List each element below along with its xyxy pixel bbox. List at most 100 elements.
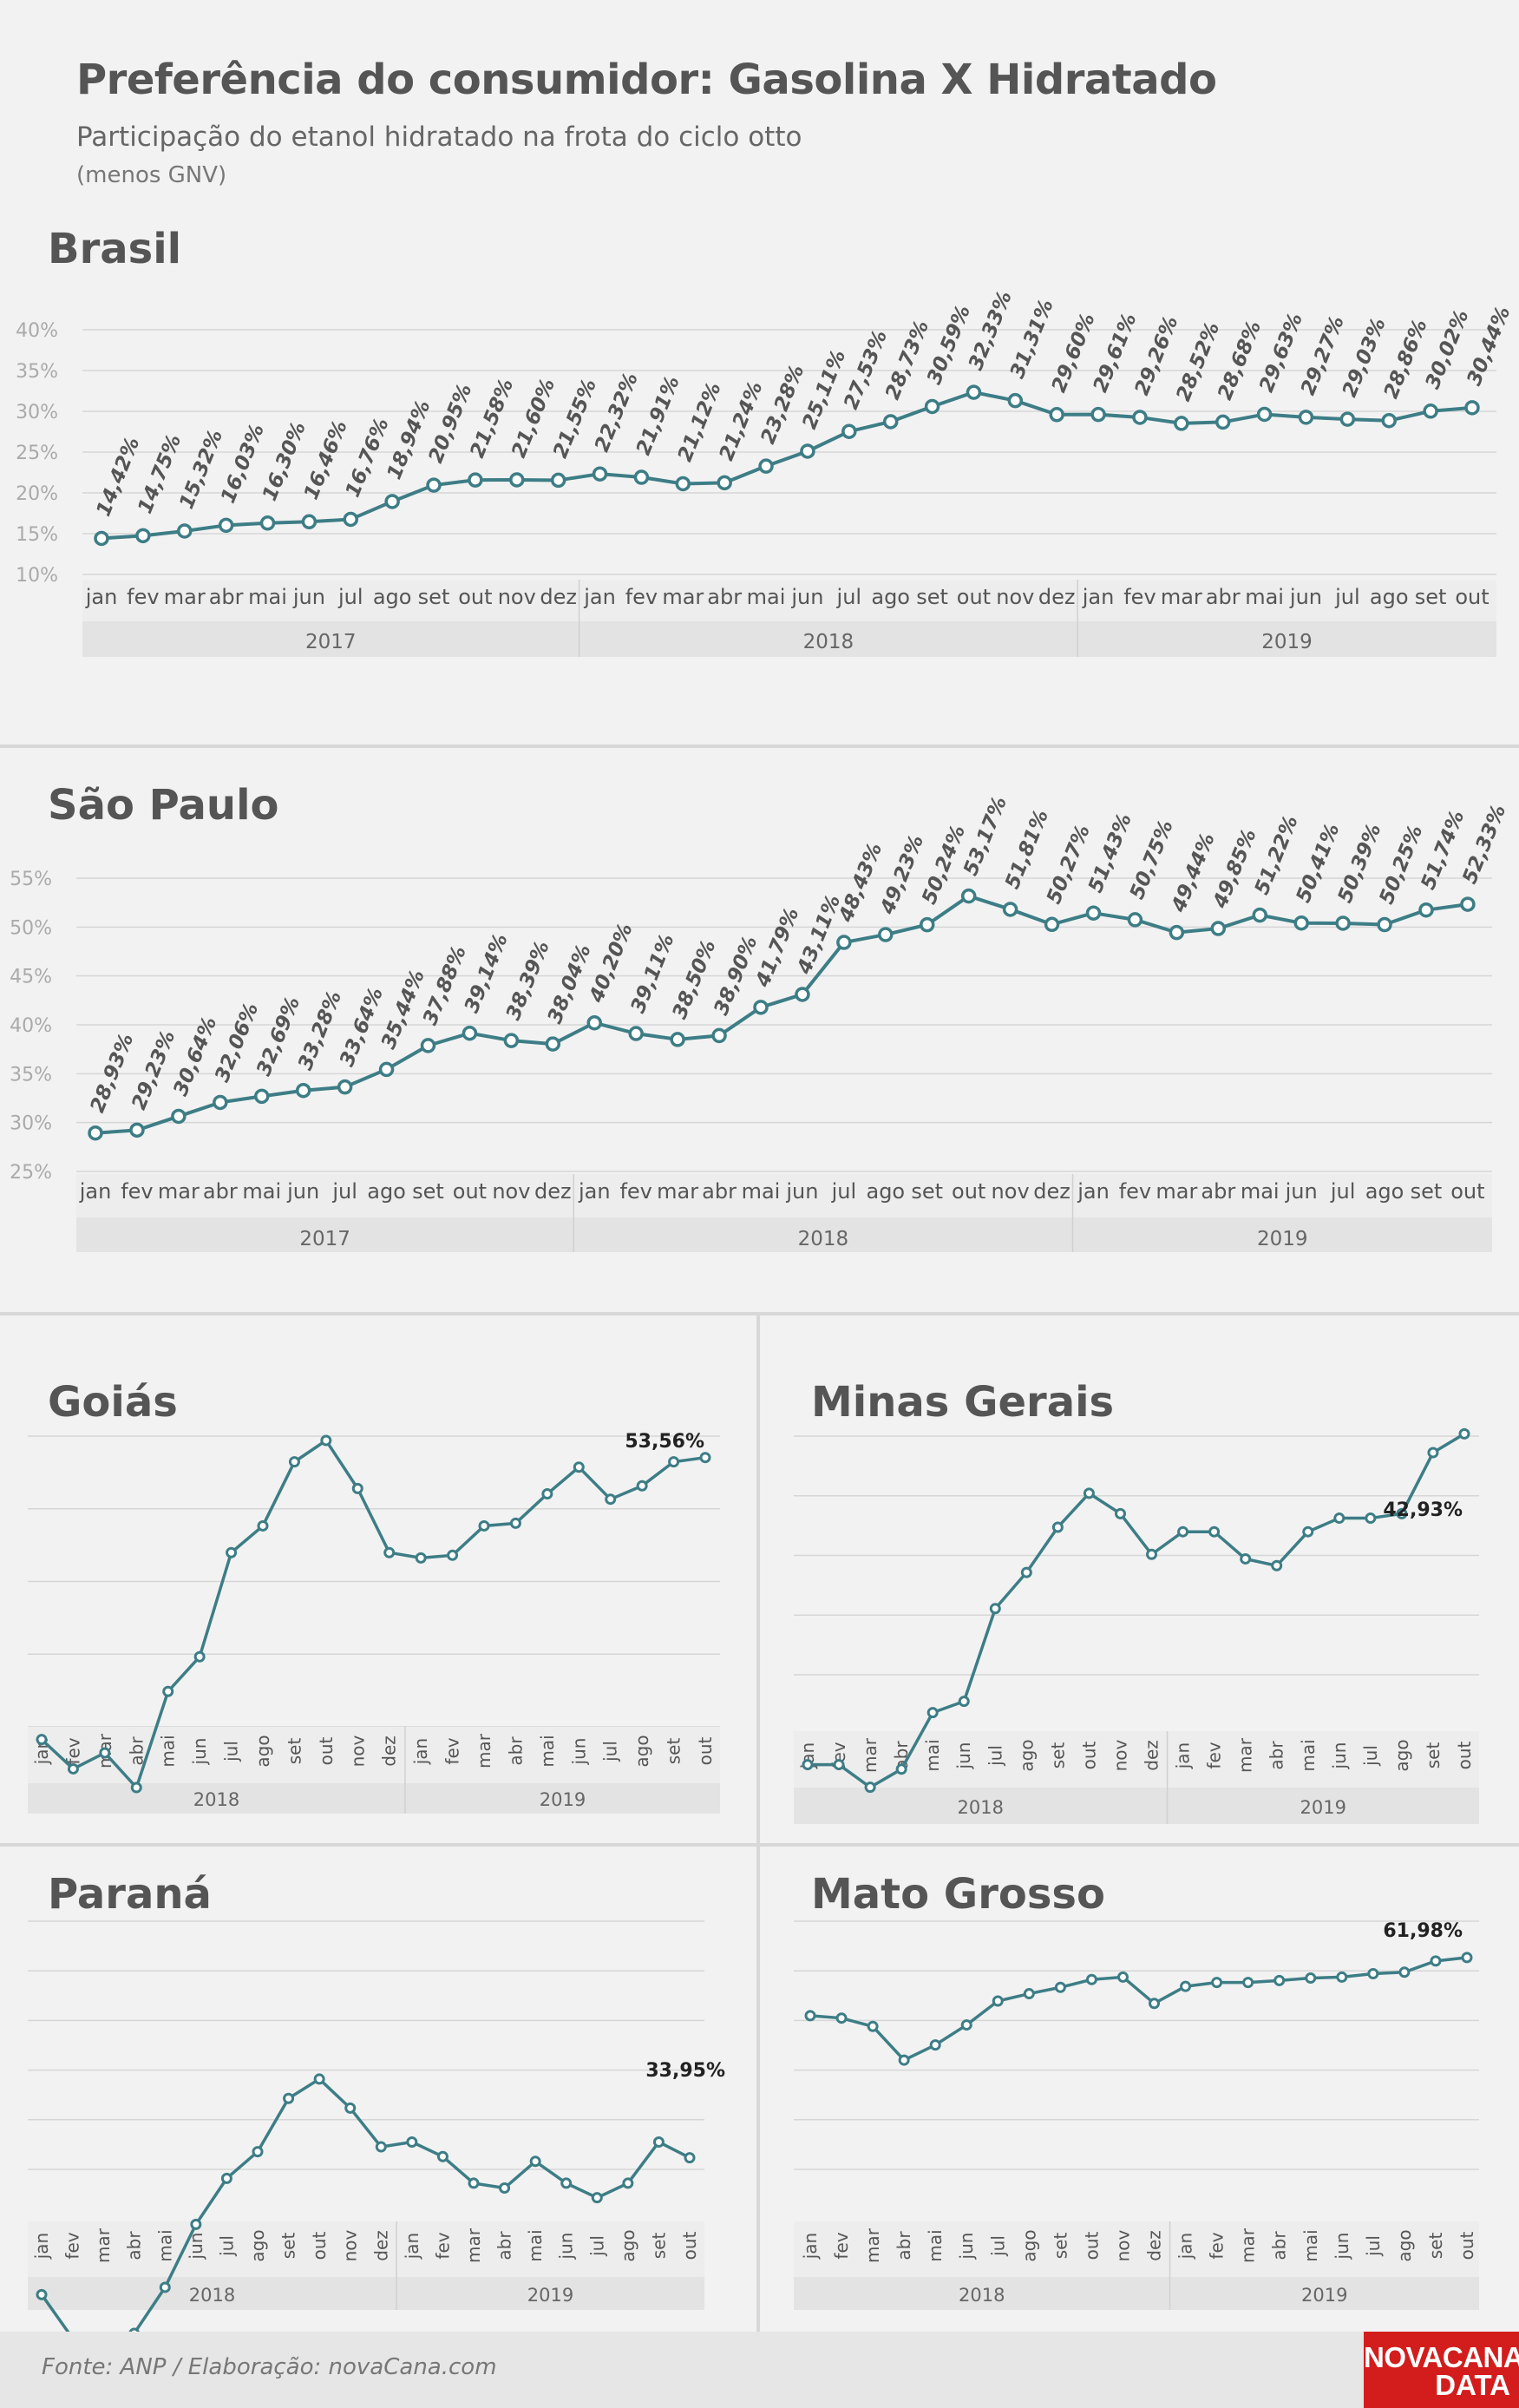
month-label: abr <box>702 1179 737 1204</box>
year-label: 2019 <box>540 1789 586 1810</box>
month-label: mar <box>1156 1179 1197 1204</box>
data-point <box>226 1546 238 1558</box>
month-label: ago <box>367 1179 406 1204</box>
data-point <box>1127 912 1143 928</box>
divider-states-col <box>756 1312 760 2332</box>
data-point <box>177 523 193 539</box>
month-label: jan <box>1175 2233 1196 2260</box>
month-label: jan <box>410 1738 431 1766</box>
last-value-label: 53,56% <box>625 1431 704 1453</box>
month-label: ago <box>1018 2229 1039 2261</box>
data-point <box>989 1603 1001 1615</box>
data-point <box>351 1482 363 1494</box>
data-point <box>1273 1974 1286 1986</box>
data-point <box>1208 1526 1221 1538</box>
month-label: ago <box>1391 1739 1412 1771</box>
year-axis-band <box>794 1788 1479 1824</box>
data-point <box>1085 905 1102 921</box>
data-point <box>436 2150 448 2162</box>
month-label: mar <box>1238 2228 1259 2263</box>
data-label: 51,22% <box>1251 812 1303 898</box>
data-point <box>1302 1526 1314 1538</box>
month-label: mar <box>474 1733 494 1768</box>
data-point <box>684 2152 696 2164</box>
data-label: 35,44% <box>377 967 429 1053</box>
data-point <box>88 1125 103 1141</box>
data-point <box>159 2281 171 2293</box>
data-point <box>406 2136 418 2148</box>
data-point <box>259 515 276 531</box>
month-label: ago <box>871 585 910 609</box>
y-tick-label: 50% <box>10 917 52 939</box>
data-point <box>257 1519 269 1532</box>
year-label: 2019 <box>527 2285 573 2306</box>
month-label: out <box>316 1736 337 1765</box>
data-point <box>468 2177 480 2189</box>
novacana-data-logo: NOVACANA DATA <box>1364 2332 1519 2408</box>
month-label: jun <box>292 585 325 609</box>
month-label: jul <box>586 2235 607 2257</box>
data-point <box>545 1036 561 1052</box>
month-label: jan <box>31 2233 52 2260</box>
month-label: jul <box>337 585 363 609</box>
data-label: 30,59% <box>923 302 975 388</box>
month-label: mai <box>1241 1179 1280 1204</box>
month-label: set <box>911 1179 943 1204</box>
last-value-label: 33,95% <box>645 2060 725 2082</box>
y-tick-label: 15% <box>16 524 58 546</box>
month-label: jun <box>1285 1179 1318 1204</box>
data-point <box>550 472 566 489</box>
data-label: 31,31% <box>1006 296 1058 382</box>
data-point <box>966 384 982 400</box>
data-label: 25,11% <box>798 347 850 433</box>
data-point <box>668 1456 680 1468</box>
month-label: jul <box>1334 585 1360 609</box>
last-value-label: 61,98% <box>1383 1920 1463 1942</box>
data-point <box>929 2039 941 2051</box>
month-label: dez <box>379 1735 400 1767</box>
page-title: Preferência do consumidor: Gasolina X Hi… <box>76 56 1217 104</box>
data-point <box>924 398 940 415</box>
data-point <box>1054 1981 1066 1993</box>
month-label: fev <box>1204 1742 1225 1768</box>
data-point <box>509 1517 521 1529</box>
year-label: 2019 <box>1257 1228 1308 1250</box>
data-point <box>1430 1955 1442 1967</box>
data-point <box>992 1995 1004 2007</box>
month-label: dez <box>534 1179 572 1204</box>
data-point <box>675 476 691 492</box>
data-label: 38,04% <box>544 942 596 1027</box>
month-label: set <box>1050 2233 1071 2260</box>
data-label: 40,20% <box>585 920 637 1006</box>
data-point <box>1367 1967 1379 1979</box>
data-point <box>622 2177 634 2189</box>
data-point <box>1398 1966 1411 1978</box>
data-point <box>882 414 899 430</box>
data-point <box>509 472 525 488</box>
data-label: 37,88% <box>419 943 471 1029</box>
data-point <box>836 935 852 950</box>
data-point <box>1381 412 1397 429</box>
data-point <box>1085 1973 1097 1985</box>
month-label: mai <box>747 585 786 609</box>
month-label: mai <box>525 2229 546 2261</box>
month-label: set <box>418 585 450 609</box>
month-label: fev <box>432 2232 453 2259</box>
data-point <box>895 1763 907 1775</box>
month-label: mar <box>657 1179 698 1204</box>
month-label: mai <box>248 585 287 609</box>
data-point <box>375 2141 387 2153</box>
month-label: mai <box>242 1179 281 1204</box>
data-point <box>560 2177 573 2189</box>
data-label: 21,91% <box>632 373 684 459</box>
data-label: 49,23% <box>876 832 928 918</box>
data-point <box>478 1519 490 1532</box>
chart-title: Paraná <box>48 1870 212 1919</box>
data-label: 48,43% <box>835 840 887 926</box>
data-point <box>344 2102 357 2114</box>
data-point <box>633 469 650 485</box>
month-label: set <box>284 1738 304 1765</box>
month-label: fev <box>625 585 658 609</box>
data-point <box>898 2054 910 2066</box>
data-label: 39,11% <box>627 931 679 1017</box>
